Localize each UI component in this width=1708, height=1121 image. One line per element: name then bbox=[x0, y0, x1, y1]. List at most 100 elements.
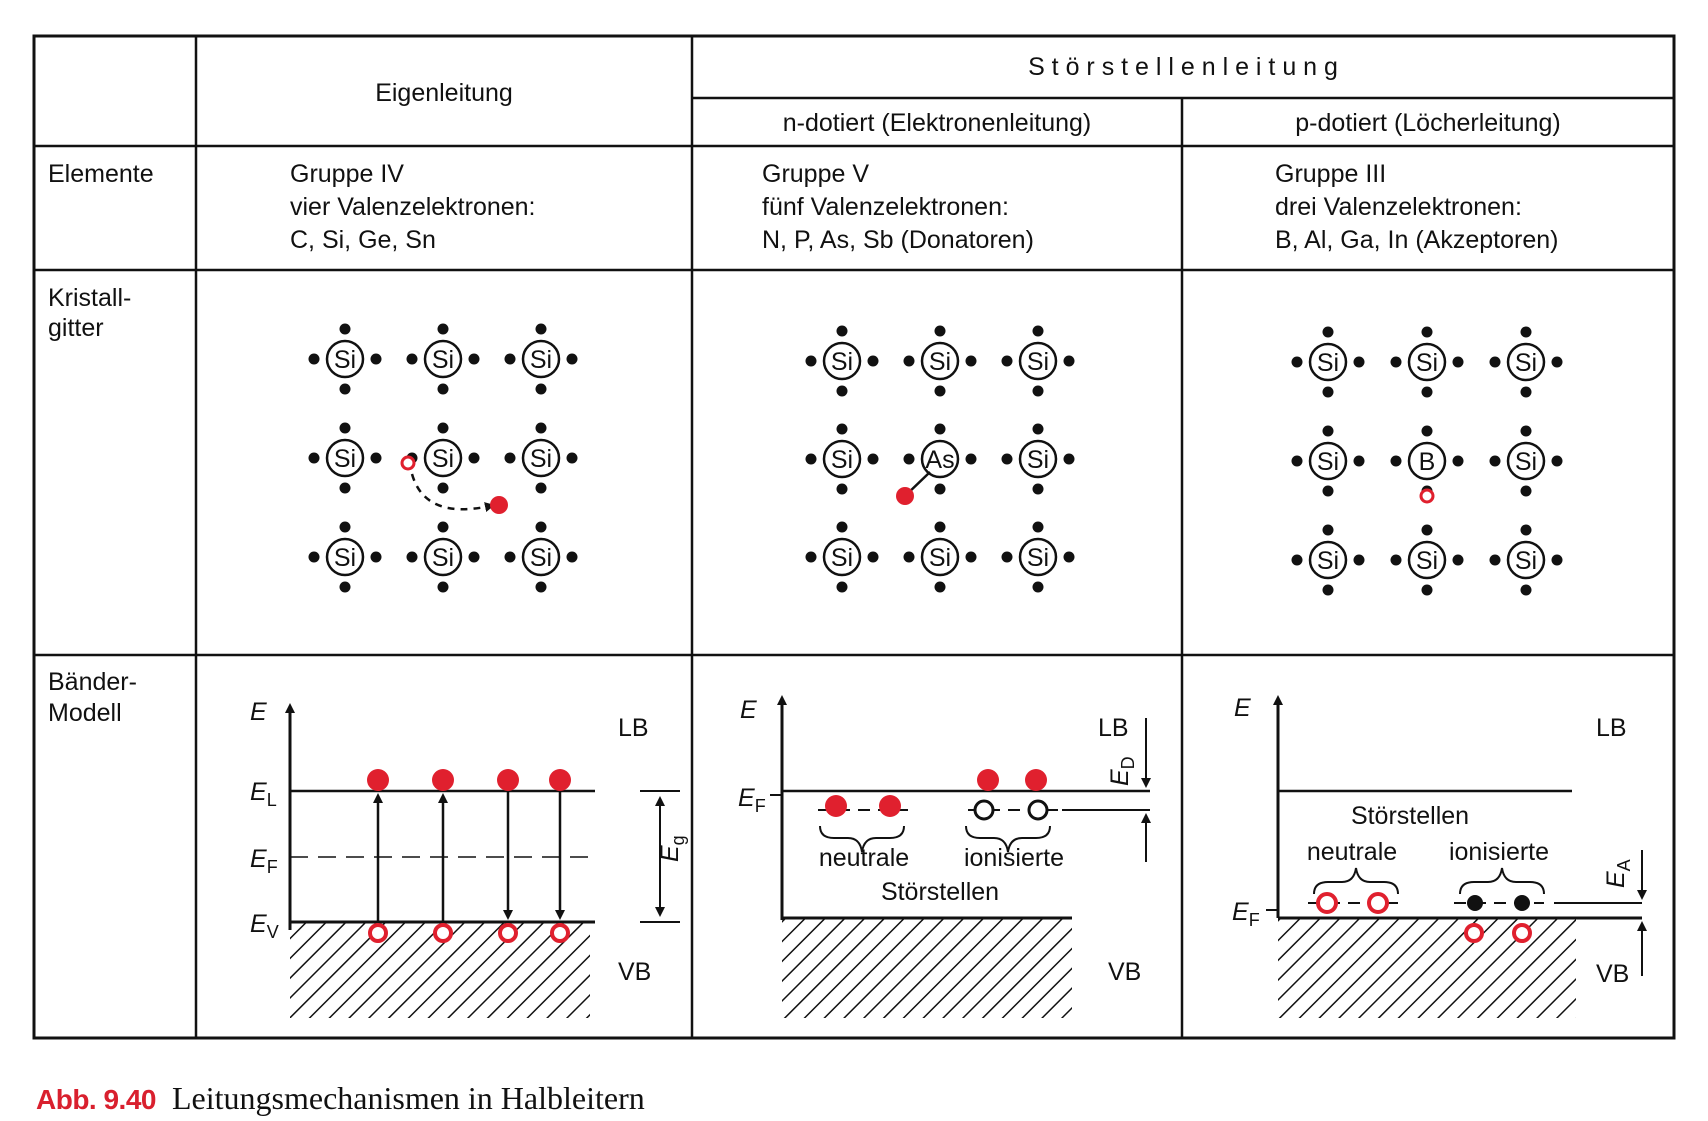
band-n-energy-label: E bbox=[740, 696, 757, 724]
lattice-n-valence-electron bbox=[1001, 551, 1013, 563]
band-n-free-electron-2 bbox=[1025, 769, 1047, 791]
band-n-ef-label: EF bbox=[738, 784, 766, 816]
band-n-impurities-label: Störstellen bbox=[881, 878, 999, 906]
lattice-n-valence-electron bbox=[1063, 453, 1075, 465]
band-intrinsic-ev-sub: V bbox=[267, 922, 279, 942]
lattice-intrinsic-atom-ring bbox=[521, 339, 561, 379]
lattice-n-valence-electron bbox=[1032, 581, 1044, 593]
lattice-intrinsic-valence-electron bbox=[504, 551, 516, 563]
lattice-n-valence-electron bbox=[867, 551, 879, 563]
band-intrinsic-hole-3 bbox=[498, 923, 518, 943]
lattice-intrinsic-valence-electron bbox=[437, 383, 449, 395]
band-intrinsic-ef-main: E bbox=[250, 845, 267, 873]
lattice-p-valence-electron bbox=[1421, 326, 1433, 338]
lattice-p-valence-electron bbox=[1551, 356, 1563, 368]
lattice-intrinsic-atom-0-1: Si bbox=[406, 323, 480, 395]
lattice-n-atom-label: Si bbox=[1027, 544, 1049, 572]
lattice-intrinsic-valence-electron bbox=[535, 482, 547, 494]
elements-intrinsic-line3: C, Si, Ge, Sn bbox=[290, 226, 436, 254]
lattice-n-valence-electron bbox=[836, 521, 848, 533]
band-n-ef-main: E bbox=[738, 784, 755, 812]
lattice-intrinsic-hole bbox=[400, 455, 416, 471]
lattice-n-atom-0-2: Si bbox=[1001, 325, 1075, 397]
lattice-n-atom-label: Si bbox=[1027, 446, 1049, 474]
lattice-n-valence-electron bbox=[934, 483, 946, 495]
elements-intrinsic-line2: vier Valenzelektronen: bbox=[290, 193, 536, 221]
elements-p-doped: Gruppe III drei Valenzelektronen: B, Al,… bbox=[1275, 160, 1558, 254]
band-n-donor-main: E bbox=[1106, 769, 1134, 786]
lattice-intrinsic-valence-electron bbox=[339, 482, 351, 494]
lattice-intrinsic-atom-ring bbox=[521, 537, 561, 577]
lattice-p-valence-electron bbox=[1489, 455, 1501, 467]
lattice-p-valence-electron bbox=[1520, 584, 1532, 596]
lattice-n-atom-label: Si bbox=[1027, 348, 1049, 376]
lattice-p-valence-electron bbox=[1322, 326, 1334, 338]
lattice-intrinsic-valence-electron bbox=[339, 383, 351, 395]
band-n-donor-sub: D bbox=[1118, 756, 1138, 769]
elements-p-line1: Gruppe III bbox=[1275, 160, 1386, 188]
lattice-p-valence-electron bbox=[1322, 485, 1334, 497]
band-n-neutral-label: neutrale bbox=[819, 844, 909, 872]
lattice-n-doped: Si Si Si Si As Si Si Si Si bbox=[805, 325, 1075, 593]
lattice-p-atom-0-2: Si bbox=[1489, 326, 1563, 398]
lattice-n-valence-electron bbox=[934, 521, 946, 533]
band-n-ef-sub: F bbox=[755, 796, 766, 816]
lattice-intrinsic-atom-label: Si bbox=[334, 544, 356, 572]
band-p-ef-label: EF bbox=[1232, 898, 1260, 930]
lattice-p-atom-ring bbox=[1407, 342, 1447, 382]
header-extrinsic: S t ö r s t e l l e n l e i t u n g bbox=[1028, 53, 1338, 81]
lattice-n-atom-label: As bbox=[925, 446, 954, 474]
lattice-intrinsic-atom-label: Si bbox=[432, 544, 454, 572]
header-p-doped: p-dotiert (Löcherleitung) bbox=[1295, 109, 1560, 137]
band-intrinsic-transition-1 bbox=[367, 769, 389, 943]
lattice-intrinsic-atom-label: Si bbox=[530, 346, 552, 374]
lattice-intrinsic-valence-electron bbox=[566, 551, 578, 563]
lattice-intrinsic-valence-electron bbox=[406, 353, 418, 365]
lattice-n-valence-electron bbox=[805, 453, 817, 465]
lattice-intrinsic-valence-electron bbox=[437, 482, 449, 494]
elements-n-line1: Gruppe V bbox=[762, 160, 869, 188]
lattice-p-valence-electron bbox=[1322, 386, 1334, 398]
lattice-p-valence-electron bbox=[1353, 455, 1365, 467]
lattice-p-valence-electron bbox=[1452, 356, 1464, 368]
elements-p-line2: drei Valenzelektronen: bbox=[1275, 193, 1522, 221]
lattice-n-valence-electron bbox=[805, 551, 817, 563]
band-intrinsic-el-main: E bbox=[250, 778, 267, 806]
band-p-ionized-acceptor-2 bbox=[1514, 895, 1530, 911]
lattice-intrinsic-valence-electron bbox=[339, 521, 351, 533]
lattice-n-atom-label: Si bbox=[831, 544, 853, 572]
lattice-p-valence-electron bbox=[1520, 386, 1532, 398]
band-intrinsic-electron-4 bbox=[549, 769, 571, 791]
lattice-n-valence-electron bbox=[934, 423, 946, 435]
band-p-ef-sub: F bbox=[1249, 910, 1260, 930]
band-p-brace-ionized bbox=[1459, 867, 1545, 895]
caption-label: Abb. 9.40 bbox=[36, 1084, 156, 1115]
band-p-ionized-label: ionisierte bbox=[1449, 838, 1549, 866]
band-intrinsic-lb-label: LB bbox=[618, 714, 649, 742]
lattice-p-valence-electron bbox=[1390, 356, 1402, 368]
lattice-intrinsic-valence-electron bbox=[535, 383, 547, 395]
band-n-ionized-donor-2 bbox=[1027, 799, 1049, 821]
band-p-ef-main: E bbox=[1232, 898, 1249, 926]
lattice-n-valence-electron bbox=[1001, 453, 1013, 465]
lattice-intrinsic-valence-electron bbox=[535, 521, 547, 533]
lattice-p-atom-1-0: Si bbox=[1291, 425, 1365, 497]
lattice-intrinsic-valence-electron bbox=[437, 521, 449, 533]
lattice-n-valence-electron bbox=[965, 355, 977, 367]
lattice-intrinsic-atom-ring bbox=[325, 339, 365, 379]
lattice-n-valence-electron bbox=[836, 581, 848, 593]
band-intrinsic: E LB VB Eg EL EF EV bbox=[250, 698, 688, 1018]
lattice-n-atom-ring bbox=[920, 341, 960, 381]
row-label-bands-line2: Modell bbox=[48, 699, 122, 727]
band-p-lb-label: LB bbox=[1596, 714, 1627, 742]
band-p-acceptor-sub: A bbox=[1614, 859, 1634, 871]
band-intrinsic-ev-label: EV bbox=[250, 910, 279, 942]
lattice-p-valence-electron bbox=[1421, 386, 1433, 398]
lattice-intrinsic-atom-1-1: Si bbox=[406, 422, 480, 494]
lattice-p-atom-1-2: Si bbox=[1489, 425, 1563, 497]
lattice-p-valence-electron bbox=[1421, 524, 1433, 536]
lattice-p-atom-label: Si bbox=[1515, 547, 1537, 575]
figure-caption: Abb. 9.40 Leitungsmechanismen in Halbleit… bbox=[36, 1080, 645, 1117]
band-intrinsic-el-sub: L bbox=[267, 790, 277, 810]
